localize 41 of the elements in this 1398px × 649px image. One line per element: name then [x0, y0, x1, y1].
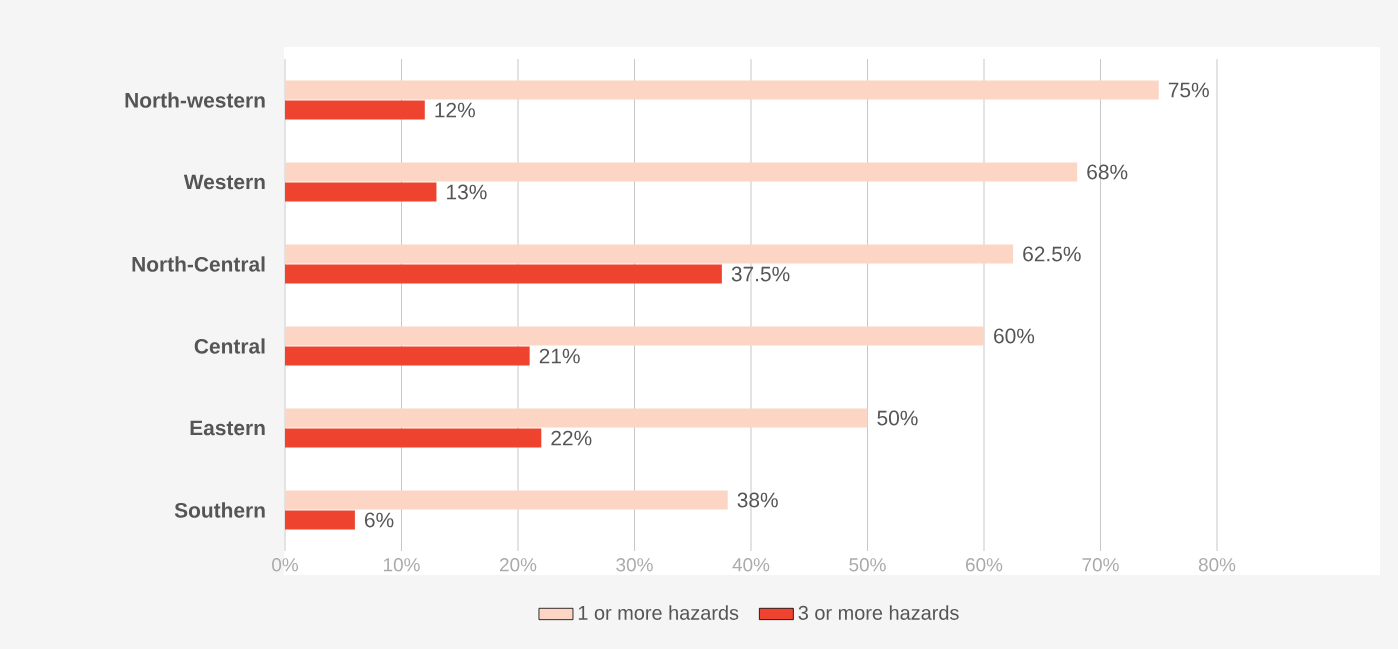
- x-tick-label: 40%: [732, 558, 770, 572]
- x-tick-label: 50%: [849, 558, 886, 572]
- data-label: 38%: [737, 492, 778, 508]
- data-label: 37.5%: [731, 266, 790, 282]
- bar: [285, 346, 530, 366]
- y-tick-label: Western: [183, 174, 265, 190]
- data-label: 60%: [994, 328, 1035, 344]
- x-tick-label: 70%: [1082, 558, 1119, 572]
- bar: [285, 244, 1014, 264]
- data-label: 21%: [539, 348, 580, 364]
- bar: [285, 80, 1159, 100]
- bar: [285, 264, 722, 284]
- bar: [285, 162, 1078, 182]
- y-tick-label: Eastern: [190, 420, 265, 436]
- legend-label: 1 or more hazards: [578, 605, 739, 620]
- y-tick-label: Central: [194, 338, 265, 354]
- bar: [285, 408, 868, 428]
- data-label: 6%: [365, 512, 394, 528]
- x-tick-label: 30%: [616, 558, 653, 572]
- y-tick-label: Southern: [174, 502, 265, 518]
- x-tick-label: 10%: [384, 558, 420, 572]
- y-tick-label: North-western: [125, 92, 265, 108]
- x-tick-label: 0%: [272, 558, 298, 572]
- data-label: 13%: [447, 184, 487, 200]
- bar: [285, 182, 437, 202]
- data-label: 50%: [877, 410, 918, 426]
- x-tick-label: 80%: [1198, 558, 1236, 572]
- data-label: 68%: [1087, 164, 1128, 180]
- data-label: 22%: [551, 430, 592, 446]
- bar: [285, 100, 425, 120]
- data-label: 12%: [435, 102, 475, 118]
- bar: [285, 510, 355, 530]
- x-tick-label: 60%: [966, 558, 1003, 572]
- y-tick-label: North-Central: [132, 256, 265, 272]
- legend-label: 3 or more hazards: [798, 605, 959, 620]
- bar: [285, 490, 728, 510]
- data-label: 62.5%: [1023, 246, 1081, 262]
- bar: [285, 326, 984, 346]
- x-tick-label: 20%: [499, 558, 537, 572]
- data-label: 75%: [1168, 82, 1209, 98]
- bar: [285, 428, 542, 448]
